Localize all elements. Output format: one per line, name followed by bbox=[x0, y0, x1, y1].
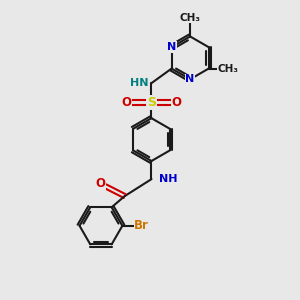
Text: S: S bbox=[147, 96, 156, 109]
Text: NH: NH bbox=[159, 174, 177, 184]
Text: N: N bbox=[167, 42, 176, 52]
Text: CH₃: CH₃ bbox=[180, 13, 201, 23]
Text: CH₃: CH₃ bbox=[218, 64, 239, 74]
Text: Br: Br bbox=[134, 219, 149, 232]
Text: O: O bbox=[172, 96, 182, 109]
Text: O: O bbox=[95, 177, 105, 190]
Text: O: O bbox=[121, 96, 131, 109]
Text: N: N bbox=[185, 74, 195, 84]
Text: HN: HN bbox=[130, 78, 148, 88]
